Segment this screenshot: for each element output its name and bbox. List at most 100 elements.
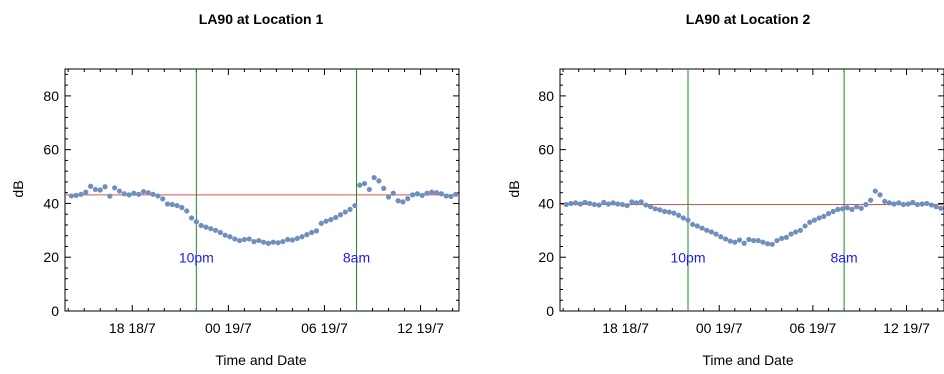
data-point [347,206,353,212]
data-point [203,224,209,230]
data-point [107,193,113,199]
x-tick-label: 00 19/7 [696,320,743,336]
data-point [323,218,329,224]
data-point [424,190,430,196]
data-point [116,188,123,194]
data-point [858,205,864,211]
chart-title: LA90 at Location 1 [199,11,324,27]
data-point [671,210,677,216]
data-point [164,201,171,207]
data-point [121,191,127,197]
data-point [208,226,214,232]
data-point [596,202,602,208]
data-point [352,202,358,209]
data-point [140,189,147,195]
data-point [891,201,897,207]
data-point [429,189,435,195]
data-point [328,216,334,223]
data-point [896,200,902,206]
data-point [807,219,813,225]
data-point [774,237,780,244]
data-point [760,239,766,245]
time-marker-label: 10pm [179,250,214,266]
data-point [280,239,286,245]
data-point [381,185,387,191]
data-point [694,223,700,229]
plot-frame [559,68,944,312]
data-point [573,200,579,206]
data-point [256,237,262,244]
time-marker-label: 8am [830,250,857,266]
data-point [779,235,785,241]
data-point [145,190,151,196]
data-point [438,191,444,197]
data-point [126,192,132,198]
data-point [821,213,827,219]
x-tick-label: 06 19/7 [790,320,837,336]
data-point [337,212,344,218]
y-tick-label: 0 [51,303,59,319]
chart-title: LA90 at Location 2 [686,11,811,27]
data-point [155,193,161,199]
data-point [251,239,257,245]
data-point [900,201,907,208]
data-point [563,201,569,208]
data-point [835,206,841,212]
y-tick-label: 80 [538,88,554,104]
data-point [938,205,944,211]
data-point [676,212,682,218]
data-point [933,204,939,210]
data-point [868,197,874,203]
x-tick-label: 12 19/7 [397,320,444,336]
data-point [246,236,252,242]
data-point [797,227,803,233]
data-point [680,215,686,221]
data-point [853,204,860,210]
data-point [750,237,757,244]
data-point [371,175,377,181]
time-marker-label: 10pm [670,250,705,266]
time-marker-label: 8am [343,250,370,266]
data-point [385,194,392,200]
plot-frame [64,68,460,312]
data-point [304,232,310,238]
data-point [633,200,640,206]
data-point [222,232,228,238]
data-point [73,192,79,198]
y-tick-label: 60 [538,142,554,158]
data-point [685,217,691,223]
data-point [844,205,850,211]
data-point [83,189,89,195]
chart-panel-location-2: LA90 at Location 2 dB Time and Date 0 20 4… [506,11,944,368]
data-point [112,185,118,191]
data-point [366,186,372,193]
data-point [788,231,794,237]
y-tick-label: 40 [43,195,59,211]
data-point [825,211,832,217]
data-point [605,201,611,207]
data-point [802,223,808,229]
data-point [318,220,324,226]
data-point [313,228,320,234]
data-point [179,204,185,211]
data-point [816,215,822,221]
data-point [783,234,789,240]
data-point [261,239,267,245]
data-point [357,182,363,188]
data-point [236,237,243,244]
data-point [718,234,724,240]
data-point [661,208,668,215]
data-point [811,217,818,223]
data-point [92,186,99,193]
plot-area: 0 20 40 60 80 18 18/7 00 19/7 06 19/7 12 19/7 10p… [43,68,460,336]
data-point [910,199,916,205]
data-point [652,206,658,212]
data-point [453,191,459,197]
data-point [212,227,219,233]
data-point [169,201,175,208]
plot-area: 0 20 40 60 80 18 18/7 00 19/7 06 19/7 12 19/7 10p… [538,68,944,336]
data-point [414,191,420,197]
data-point [736,237,743,243]
data-point [232,236,238,242]
data-point [285,236,291,243]
